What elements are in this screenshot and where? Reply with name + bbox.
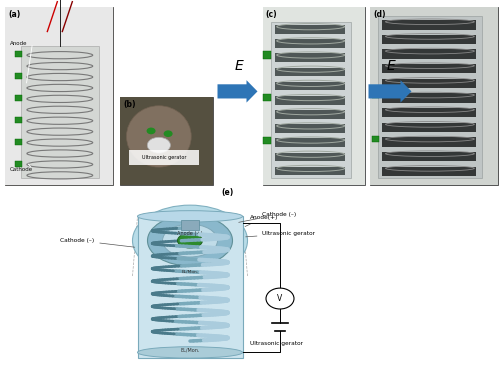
Text: Cathode: Cathode	[10, 167, 33, 172]
Bar	[21, 47, 98, 178]
Bar	[262, 7, 365, 185]
Bar	[274, 124, 345, 133]
Text: Ultrasonic gerator: Ultrasonic gerator	[246, 231, 316, 237]
Bar	[382, 123, 476, 132]
Bar	[270, 22, 350, 178]
Bar	[263, 94, 271, 101]
Text: Ultrasonic gerator: Ultrasonic gerator	[142, 155, 186, 160]
Bar	[382, 152, 476, 162]
Text: Ultrasonic gerator: Ultrasonic gerator	[250, 341, 303, 347]
Bar	[372, 92, 378, 98]
Text: Anode(+): Anode(+)	[245, 215, 278, 226]
Bar	[274, 110, 345, 119]
Bar	[274, 53, 345, 62]
Bar	[274, 138, 345, 147]
Bar	[5, 7, 112, 185]
Text: Cathode (–): Cathode (–)	[238, 212, 297, 222]
Bar	[370, 7, 498, 185]
Bar	[15, 73, 22, 79]
Bar	[382, 108, 476, 117]
Ellipse shape	[148, 137, 171, 153]
Bar	[274, 25, 345, 34]
Bar	[15, 95, 22, 101]
Bar	[129, 150, 198, 165]
Ellipse shape	[138, 211, 242, 222]
Ellipse shape	[126, 106, 191, 167]
Bar	[382, 64, 476, 73]
FancyArrow shape	[368, 80, 412, 103]
Bar	[274, 82, 345, 90]
Bar	[274, 96, 345, 104]
Bar	[382, 79, 476, 88]
Bar	[263, 137, 271, 144]
Bar	[382, 20, 476, 29]
Bar	[382, 94, 476, 103]
Bar	[372, 136, 378, 142]
Ellipse shape	[148, 215, 232, 266]
Ellipse shape	[132, 205, 248, 276]
Bar	[138, 216, 242, 358]
Text: (b): (b)	[123, 100, 136, 109]
Text: E: E	[387, 59, 396, 73]
Bar	[274, 167, 345, 175]
Ellipse shape	[178, 233, 203, 248]
Bar	[382, 137, 476, 147]
Text: V: V	[278, 294, 282, 303]
Ellipse shape	[164, 130, 172, 137]
Bar	[263, 51, 271, 59]
Ellipse shape	[162, 224, 218, 257]
Text: Anode: Anode	[10, 41, 28, 47]
FancyArrow shape	[218, 80, 258, 103]
Bar	[382, 50, 476, 59]
Text: (c): (c)	[266, 10, 277, 19]
Bar	[262, 7, 365, 185]
Text: EL/Mon.: EL/Mon.	[182, 270, 198, 273]
Ellipse shape	[138, 347, 242, 358]
Ellipse shape	[152, 142, 162, 149]
Bar	[5, 7, 112, 185]
Bar	[274, 39, 345, 48]
Bar	[274, 153, 345, 161]
Ellipse shape	[146, 128, 156, 134]
Circle shape	[266, 288, 294, 309]
Bar	[15, 161, 22, 167]
Text: (a): (a)	[8, 10, 20, 19]
Text: E: E	[234, 59, 243, 73]
Bar	[15, 139, 22, 145]
Bar	[370, 7, 498, 185]
Bar	[120, 97, 212, 185]
Bar	[378, 16, 482, 178]
Bar	[181, 220, 199, 229]
Bar	[382, 167, 476, 176]
Text: EL/Mon.: EL/Mon.	[180, 347, 200, 352]
Bar	[382, 35, 476, 44]
Bar	[15, 51, 22, 57]
Bar	[120, 97, 212, 185]
Bar	[15, 117, 22, 123]
Bar	[274, 68, 345, 76]
Text: Anode (+): Anode (+)	[177, 231, 203, 236]
Text: (e): (e)	[222, 188, 234, 197]
Text: (d): (d)	[373, 10, 386, 19]
Text: Cathode (–): Cathode (–)	[60, 238, 134, 247]
